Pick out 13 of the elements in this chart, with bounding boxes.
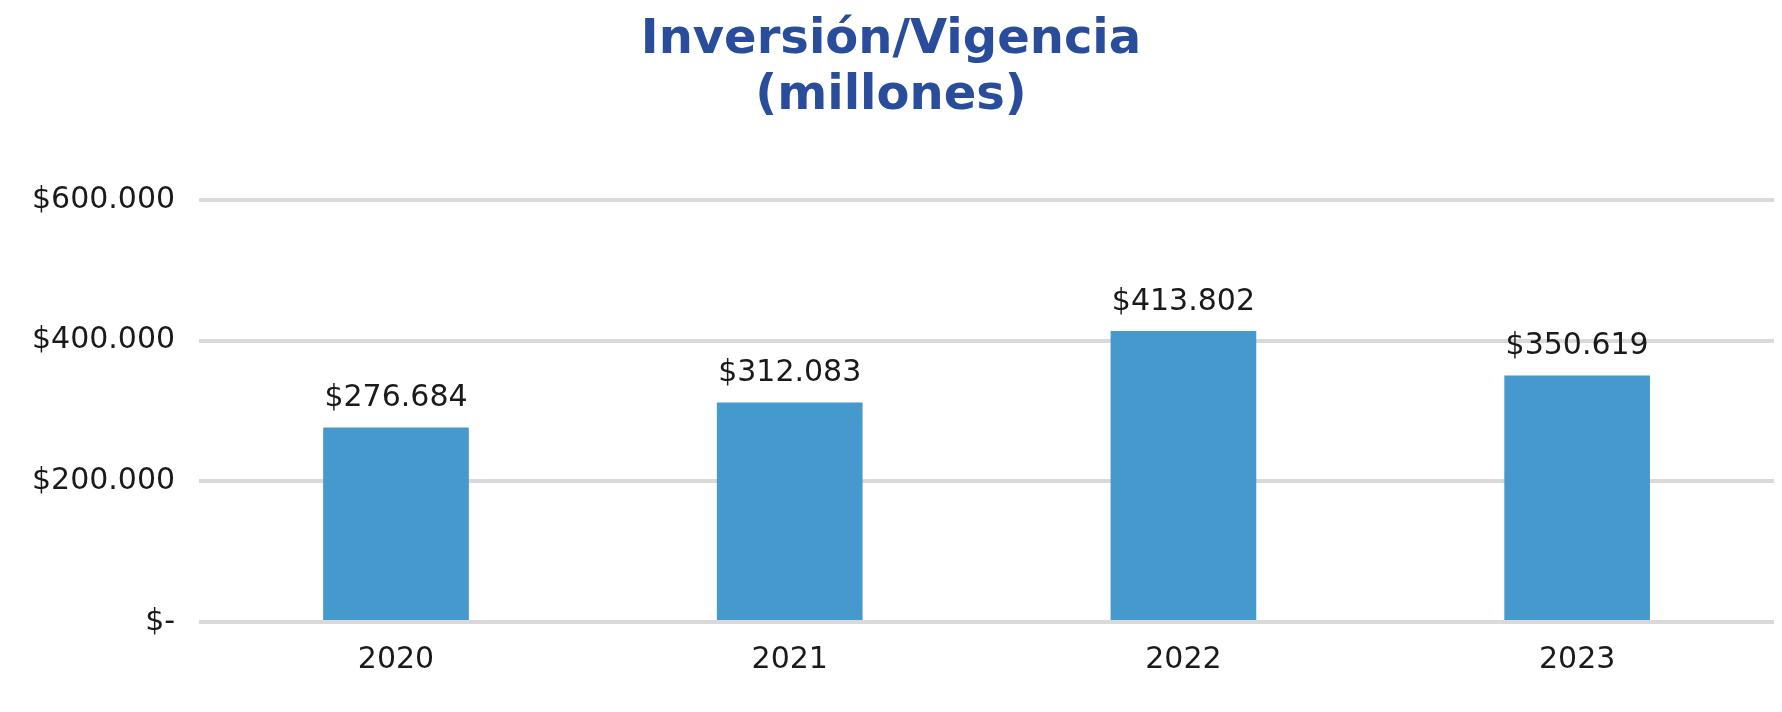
y-tick-label: $600.000 [31,179,176,215]
data-label: $350.619 [1505,326,1649,362]
data-label: $276.684 [324,378,468,414]
y-tick-label: $- [145,601,176,637]
x-tick-label: 2020 [357,639,435,675]
y-tick-label: $400.000 [31,320,176,356]
x-tick-label: 2021 [751,639,828,675]
data-label: $312.083 [718,353,862,389]
data-label: $413.802 [1111,281,1256,317]
x-tick-label: 2022 [1145,639,1222,675]
y-tick-label: $200.000 [31,461,176,497]
chart-title: Inversión/Vigencia (millones) [639,8,1143,122]
x-tick-label: 2023 [1538,639,1616,675]
